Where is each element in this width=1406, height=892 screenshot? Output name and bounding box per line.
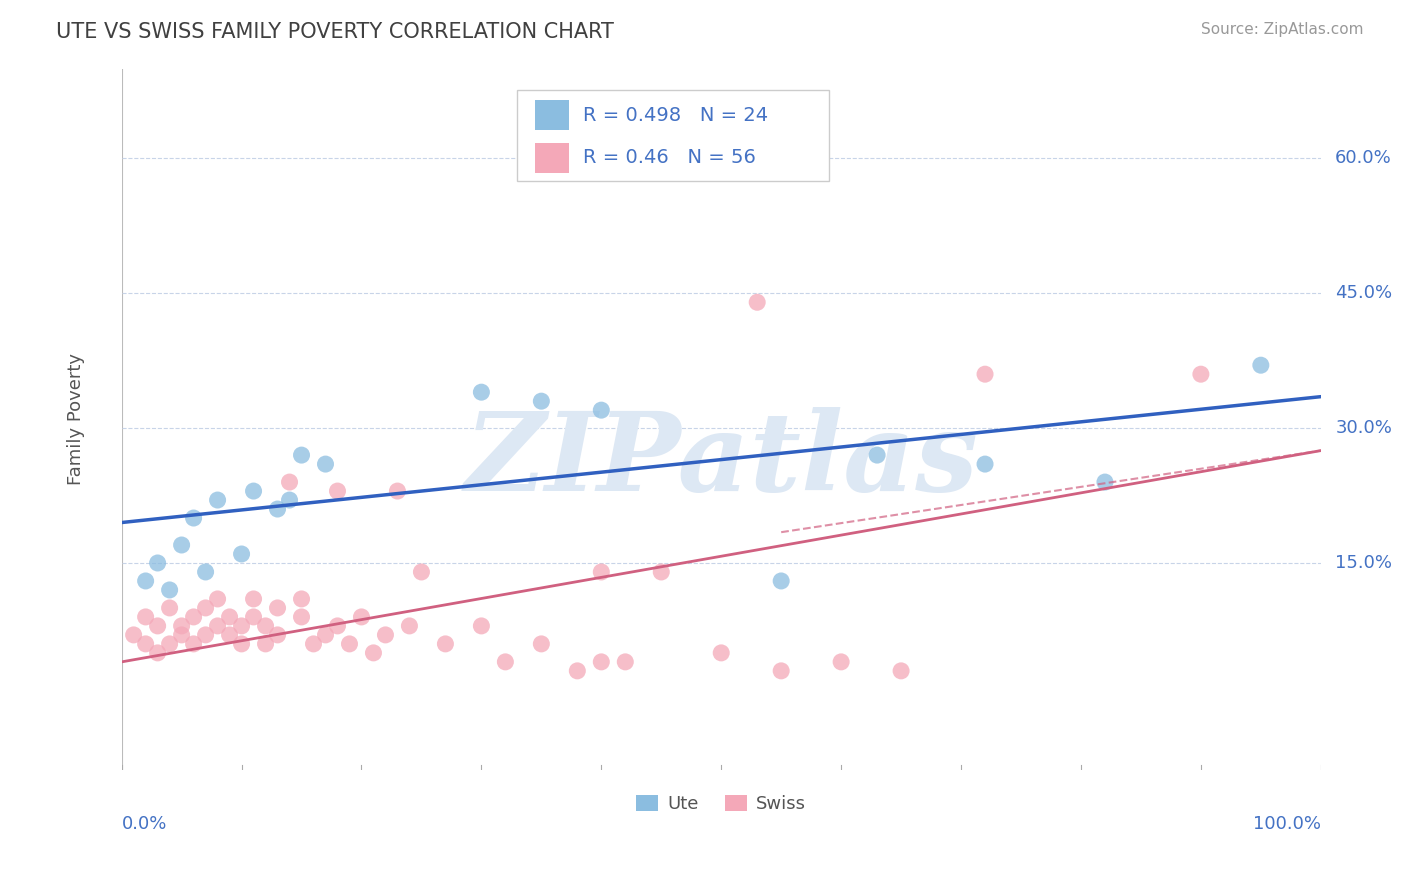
Point bbox=[135, 610, 157, 624]
Text: Family Poverty: Family Poverty bbox=[67, 353, 86, 485]
Point bbox=[710, 646, 733, 660]
Point bbox=[194, 565, 217, 579]
Point bbox=[591, 655, 613, 669]
Point bbox=[207, 493, 229, 508]
Text: 60.0%: 60.0% bbox=[1336, 150, 1392, 168]
Point bbox=[290, 610, 312, 624]
Point bbox=[890, 664, 912, 678]
Point bbox=[290, 591, 312, 606]
Point bbox=[183, 511, 205, 525]
Point bbox=[974, 367, 997, 381]
Point bbox=[242, 610, 264, 624]
Point bbox=[374, 628, 396, 642]
Point bbox=[218, 610, 240, 624]
Text: R = 0.498   N = 24: R = 0.498 N = 24 bbox=[583, 105, 769, 125]
Point bbox=[339, 637, 361, 651]
Point bbox=[254, 619, 277, 633]
Point bbox=[770, 574, 793, 588]
Point bbox=[387, 484, 409, 499]
Text: 100.0%: 100.0% bbox=[1253, 815, 1320, 833]
Point bbox=[146, 556, 169, 570]
Text: 45.0%: 45.0% bbox=[1336, 285, 1392, 302]
Point bbox=[363, 646, 385, 660]
Point bbox=[326, 484, 349, 499]
Point bbox=[159, 582, 181, 597]
Legend: Ute, Swiss: Ute, Swiss bbox=[628, 788, 813, 821]
Point bbox=[183, 610, 205, 624]
Point bbox=[434, 637, 457, 651]
Text: R = 0.46   N = 56: R = 0.46 N = 56 bbox=[583, 148, 756, 168]
Point bbox=[266, 502, 288, 516]
Point bbox=[146, 619, 169, 633]
Point bbox=[122, 628, 145, 642]
Point bbox=[231, 547, 253, 561]
Point bbox=[194, 601, 217, 615]
Point bbox=[266, 601, 288, 615]
FancyBboxPatch shape bbox=[517, 89, 830, 181]
Point bbox=[183, 637, 205, 651]
Point bbox=[135, 574, 157, 588]
Point bbox=[207, 591, 229, 606]
Point bbox=[398, 619, 420, 633]
Point bbox=[170, 619, 193, 633]
Text: 0.0%: 0.0% bbox=[122, 815, 167, 833]
Point bbox=[747, 295, 769, 310]
Point bbox=[1250, 358, 1272, 372]
Point bbox=[231, 619, 253, 633]
Point bbox=[614, 655, 637, 669]
Text: UTE VS SWISS FAMILY POVERTY CORRELATION CHART: UTE VS SWISS FAMILY POVERTY CORRELATION … bbox=[56, 22, 614, 42]
Point bbox=[1094, 475, 1116, 489]
Text: 30.0%: 30.0% bbox=[1336, 419, 1392, 437]
Point bbox=[207, 619, 229, 633]
Point bbox=[278, 493, 301, 508]
Point bbox=[254, 637, 277, 651]
Point bbox=[135, 637, 157, 651]
Bar bbox=[536, 101, 569, 130]
Point bbox=[146, 646, 169, 660]
Point bbox=[1189, 367, 1212, 381]
Point bbox=[218, 628, 240, 642]
Point bbox=[159, 601, 181, 615]
Point bbox=[591, 565, 613, 579]
Point bbox=[290, 448, 312, 462]
Point bbox=[194, 628, 217, 642]
Point bbox=[866, 448, 889, 462]
Point bbox=[974, 457, 997, 471]
Point bbox=[170, 538, 193, 552]
Point bbox=[350, 610, 373, 624]
Point bbox=[242, 591, 264, 606]
Point bbox=[315, 628, 337, 642]
Point bbox=[278, 475, 301, 489]
Point bbox=[650, 565, 672, 579]
Text: Source: ZipAtlas.com: Source: ZipAtlas.com bbox=[1201, 22, 1364, 37]
Point bbox=[231, 637, 253, 651]
Point bbox=[470, 619, 492, 633]
Text: 15.0%: 15.0% bbox=[1336, 554, 1392, 572]
Point bbox=[494, 655, 516, 669]
Text: ZIPatlas: ZIPatlas bbox=[464, 408, 979, 515]
Point bbox=[302, 637, 325, 651]
Point bbox=[830, 655, 852, 669]
Point bbox=[266, 628, 288, 642]
Point bbox=[591, 403, 613, 417]
Point bbox=[567, 664, 589, 678]
Point bbox=[170, 628, 193, 642]
Point bbox=[470, 385, 492, 400]
Point bbox=[770, 664, 793, 678]
Point bbox=[411, 565, 433, 579]
Point bbox=[159, 637, 181, 651]
Point bbox=[326, 619, 349, 633]
Point bbox=[315, 457, 337, 471]
Bar bbox=[536, 144, 569, 173]
Point bbox=[242, 484, 264, 499]
Point bbox=[530, 637, 553, 651]
Point bbox=[530, 394, 553, 409]
